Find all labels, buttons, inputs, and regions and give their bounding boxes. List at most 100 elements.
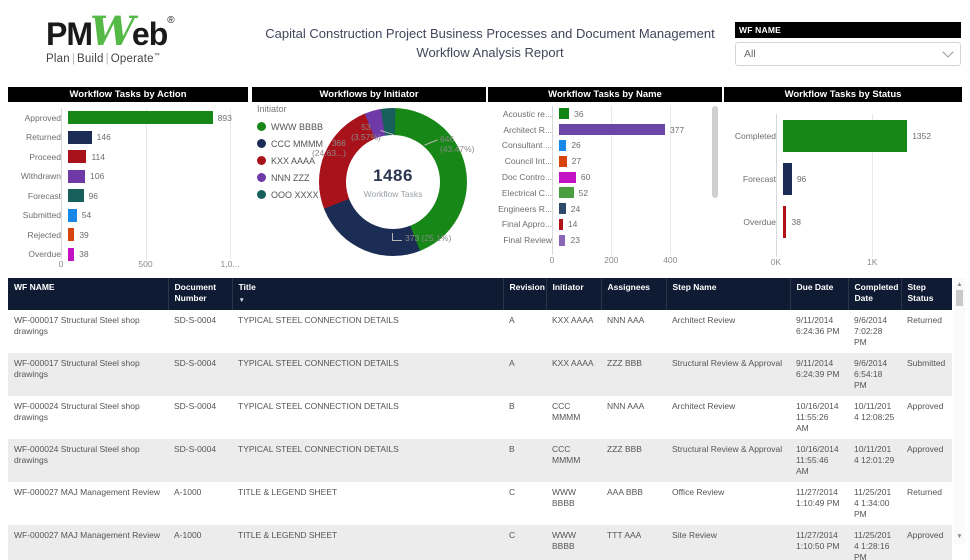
legend-item-ooo-xxxx[interactable]: OOO XXXX xyxy=(257,186,323,203)
col-header-title[interactable]: Title ▼ xyxy=(232,278,504,310)
table-cell: WF-000017 Structural Steel shop drawings xyxy=(8,353,168,396)
plot-gridlines xyxy=(61,108,231,259)
table-row[interactable]: WF-000024 Structural Steel shop drawings… xyxy=(8,396,952,439)
col-header-step-status[interactable]: Step Status xyxy=(901,278,953,310)
callout-kxx-aaaa: 366 (24.63...) xyxy=(311,138,346,158)
table-cell: SD-S-0004 xyxy=(174,401,217,411)
legend-dot xyxy=(257,190,266,199)
table-cell: WF-000024 Structural Steel shop drawings xyxy=(8,439,168,482)
table-cell: KXX AAAA xyxy=(552,315,594,325)
slicer-header: WF NAME xyxy=(735,22,961,38)
bar-row: Final Review 23 xyxy=(488,232,722,248)
bar-council-int[interactable] xyxy=(559,155,567,167)
bar-row: Electrical C... 52 xyxy=(488,185,722,201)
value-label: 14 xyxy=(567,219,578,230)
category-label: Forecast xyxy=(27,190,61,201)
axis-tick-label: 200 xyxy=(604,255,619,265)
bar-final-appro[interactable] xyxy=(559,218,563,230)
legend-title: Initiator xyxy=(257,104,287,114)
value-label: 38 xyxy=(79,249,89,260)
x-axis: 0 200 400 xyxy=(549,255,694,267)
value-label: 52 xyxy=(578,187,589,198)
bar-proceed[interactable] xyxy=(68,150,87,164)
bar-engineers-r[interactable] xyxy=(559,203,566,215)
bar-architect-r[interactable] xyxy=(559,124,666,136)
value-label: 39 xyxy=(79,229,89,240)
bar-completed[interactable] xyxy=(783,119,908,152)
bar-submitted[interactable] xyxy=(68,208,77,222)
col-header-step-name[interactable]: Step Name xyxy=(666,278,791,310)
table-cell: A-1000 xyxy=(174,487,202,497)
panel-workflow-tasks-by-name: Workflow Tasks by Name Acoustic re... 36 A… xyxy=(488,87,722,275)
bar-forecast[interactable] xyxy=(783,162,792,195)
table-cell: TITLE & LEGEND SHEET xyxy=(232,525,503,560)
col-header-completed-date[interactable]: Completed Date xyxy=(848,278,902,310)
bar-overdue[interactable] xyxy=(68,247,75,261)
bar-final-review[interactable] xyxy=(559,234,566,246)
slicer-dropdown[interactable]: All xyxy=(735,42,961,66)
category-label: Architect R... xyxy=(503,124,552,135)
value-label: 106 xyxy=(90,171,105,182)
bar-rejected[interactable] xyxy=(68,228,75,242)
legend-label: KXX AAAA xyxy=(271,155,316,166)
bar-consultant[interactable] xyxy=(559,139,567,151)
axis-tick-label: 0 xyxy=(549,255,555,265)
axis-tick-label: 500 xyxy=(138,259,153,269)
legend-item-www-bbbb[interactable]: WWW BBBB xyxy=(257,118,323,135)
col-header-revision[interactable]: Revision xyxy=(503,278,547,310)
table-row[interactable]: WF-000027 MAJ Management Review A-1000 TIT… xyxy=(8,525,952,560)
plot-gridlines xyxy=(776,114,930,257)
registered-mark: ® xyxy=(167,15,175,26)
table-cell: B xyxy=(509,401,515,411)
table-cell: C xyxy=(509,487,516,497)
col-header-initiator[interactable]: Initiator xyxy=(546,278,602,310)
gridline xyxy=(776,114,777,257)
col-header-document-number[interactable]: Document Number xyxy=(168,278,233,310)
bar-row: Overdue 38 xyxy=(724,200,962,243)
bar-row: Returned 146 xyxy=(8,128,248,148)
table-cell: Approved xyxy=(907,401,944,411)
legend-item-nnn-zzz[interactable]: NNN ZZZ xyxy=(257,169,323,186)
bar-doc-contro[interactable] xyxy=(559,171,576,183)
table-row[interactable]: WF-000024 Structural Steel shop drawings… xyxy=(8,439,952,482)
legend-item-ccc-mmmm[interactable]: CCC MMMM xyxy=(257,135,323,152)
table-cell: SD-S-0004 xyxy=(168,439,232,482)
donut-chart[interactable]: 1486 Workflow Tasks xyxy=(319,108,467,256)
table-cell: WF-000027 MAJ Management Review xyxy=(8,525,168,560)
table-cell: Office Review xyxy=(672,487,725,497)
bar-row: Completed 1352 xyxy=(724,114,962,157)
table-scrollbar[interactable]: ▲ ▼ xyxy=(954,278,965,544)
gridline xyxy=(670,106,672,255)
table-cell: 9/6/2014 7:02:28 PM xyxy=(854,315,888,347)
axis-tick-label: 0K xyxy=(770,257,782,267)
table-cell: TYPICAL STEEL CONNECTION DETAILS xyxy=(238,401,399,411)
bar-overdue[interactable] xyxy=(783,205,787,238)
table-row[interactable]: WF-000017 Structural Steel shop drawings… xyxy=(8,353,952,396)
col-header-due-date[interactable]: Due Date xyxy=(790,278,849,310)
table-cell: TYPICAL STEEL CONNECTION DETAILS xyxy=(238,315,399,325)
table-row[interactable]: WF-000017 Structural Steel shop drawings… xyxy=(8,310,952,353)
legend-item-kxx-aaaa[interactable]: KXX AAAA xyxy=(257,152,323,169)
chart-scrollbar[interactable] xyxy=(712,106,718,198)
category-label: Overdue xyxy=(28,249,61,260)
table-cell: KXX AAAA xyxy=(546,353,601,396)
scroll-down-icon[interactable]: ▼ xyxy=(956,533,963,540)
table-cell: WF-000017 Structural Steel shop drawings xyxy=(14,315,140,336)
scrollbar-thumb[interactable] xyxy=(956,290,963,306)
bar-forecast[interactable] xyxy=(68,189,84,203)
col-header-wf-name[interactable]: WF NAME xyxy=(8,278,169,310)
table-row[interactable]: WF-000027 MAJ Management Review A-1000 TIT… xyxy=(8,482,952,525)
bar-approved[interactable] xyxy=(68,111,213,125)
col-header-assignees[interactable]: Assignees xyxy=(601,278,667,310)
bar-acoustic-re[interactable] xyxy=(559,108,570,120)
workflow-table: WF NAME Document Number Title ▼ Revision Init… xyxy=(8,278,953,560)
bar-withdrawn[interactable] xyxy=(68,169,86,183)
scroll-up-icon[interactable]: ▲ xyxy=(956,281,963,288)
category-label: Forecast xyxy=(742,173,776,184)
gridline xyxy=(872,114,874,257)
table-cell: 9/11/2014 6:24:36 PM xyxy=(796,315,840,336)
bar-returned[interactable] xyxy=(68,130,92,144)
bar-electrical-c[interactable] xyxy=(559,187,574,199)
x-axis: 0 500 1,0... xyxy=(59,259,240,271)
table-cell: Site Review xyxy=(666,525,790,560)
